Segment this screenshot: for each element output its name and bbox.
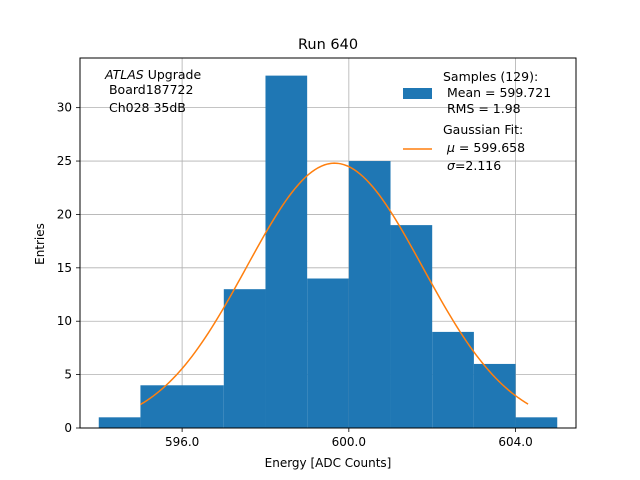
annotation-line-1: ATLAS Upgrade (104, 67, 201, 82)
histogram-bar (515, 417, 558, 428)
y-tick-label: 5 (64, 368, 72, 382)
legend-samples-title: Samples (129): (443, 69, 538, 84)
legend-mu-symbol: μ (446, 140, 455, 155)
legend-samples-rms: RMS = 1.98 (443, 101, 521, 116)
legend-fit-sigma: σ=2.116 (447, 158, 501, 173)
y-tick-label: 20 (57, 207, 72, 221)
histogram-bar (140, 385, 224, 428)
legend-fit-title: Gaussian Fit: (443, 122, 523, 137)
legend-sigma-value: =2.116 (455, 158, 501, 173)
annotation-atlas: ATLAS (104, 67, 144, 82)
y-axis-ticks: 0 5 10 15 20 25 30 (57, 101, 80, 435)
annotation-board: Board187722 (105, 82, 193, 97)
annotation-channel: Ch028 35dB (105, 100, 186, 115)
annotation-upgrade: Upgrade (144, 67, 202, 82)
chart-title: Run 640 (298, 37, 358, 53)
histogram-bar (98, 417, 141, 428)
plot-frame (79, 57, 577, 429)
histogram-bar (432, 331, 474, 428)
histogram-bar (265, 75, 308, 428)
x-tick-label: 604.0 (498, 435, 532, 449)
x-axis-label: Energy [ADC Counts] (265, 456, 392, 470)
x-tick-label: 596.0 (165, 435, 199, 449)
histogram-bars (98, 75, 558, 428)
legend-samples-swatch (403, 88, 432, 99)
atlas-annotation: ATLAS Upgrade Board187722 Ch028 35dB (104, 67, 201, 115)
legend-fit-mu: μ = 599.658 (446, 140, 525, 155)
histogram-bar (307, 278, 349, 428)
gaussian-fit (140, 162, 529, 406)
legend: Samples (129): Mean = 599.721 RMS = 1.98… (403, 69, 551, 173)
histogram-bar (348, 161, 391, 428)
legend-samples-mean: Mean = 599.721 (443, 85, 551, 100)
y-tick-label: 10 (57, 314, 72, 328)
gaussian-fit-line (140, 162, 529, 406)
y-axis-label: Entries (33, 223, 47, 265)
y-tick-label: 0 (64, 421, 72, 435)
y-tick-label: 15 (57, 261, 72, 275)
histogram-bar (223, 289, 266, 428)
x-axis-ticks: 596.0 600.0 604.0 (165, 428, 533, 449)
y-tick-label: 25 (57, 154, 72, 168)
x-tick-label: 600.0 (332, 435, 366, 449)
legend-sigma-symbol: σ (447, 158, 456, 173)
histogram-bar (473, 363, 516, 428)
histogram-bar (390, 225, 433, 428)
y-tick-label: 30 (57, 101, 72, 115)
legend-mu-value: = 599.658 (455, 140, 525, 155)
